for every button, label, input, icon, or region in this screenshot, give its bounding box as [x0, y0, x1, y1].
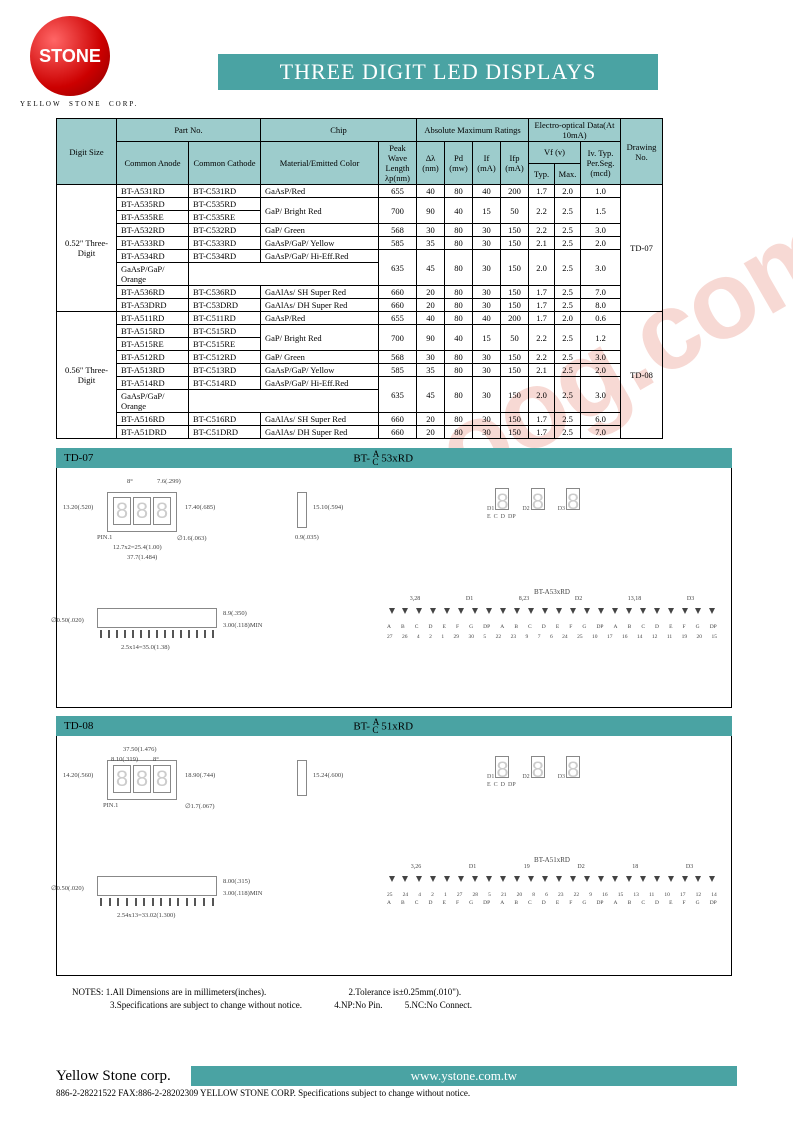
th-drawing: Drawing No. [621, 119, 663, 185]
th-ifp: Ifp (mA) [501, 142, 529, 185]
footer-line2: 886-2-28221522 FAX:886-2-28202309 YELLOW… [56, 1088, 737, 1098]
th-material: Material/Emitted Color [261, 142, 379, 185]
diagram-part: BT- AC 53xRD [353, 449, 413, 467]
table-row: BT-A534RDBT-C534RDGaAsP/GaP/ Hi-Eff.Red6… [57, 250, 663, 263]
company-logo: STONE YELLOW STONE CORP. [20, 8, 120, 108]
table-row: BT-A514RDBT-C514RDGaAsP/GaP/ Hi-Eff.Red6… [57, 377, 663, 390]
table-row: BT-A53DRDBT-C53DRDGaAlAs/ DH Super Red66… [57, 299, 663, 312]
th-vf: Vf (v) [529, 142, 581, 164]
th-if: If (mA) [473, 142, 501, 185]
th-typ: Typ. [529, 163, 555, 185]
table-row: 0.56" Three-DigitBT-A511RDBT-C511RDGaAsP… [57, 312, 663, 325]
table-row: BT-A532RDBT-C532RDGaP/ Green568308030150… [57, 224, 663, 237]
th-anode: Common Anode [117, 142, 189, 185]
th-eo: Electro-optical Data(At 10mA) [529, 119, 621, 142]
table-row: BT-A516RDBT-C516RDGaAlAs/ SH Super Red66… [57, 413, 663, 426]
table-row: BT-A536RDBT-C536RDGaAlAs/ SH Super Red66… [57, 286, 663, 299]
table-row: BT-A512RDBT-C512RDGaP/ Green568308030150… [57, 351, 663, 364]
th-max: Max. [555, 163, 581, 185]
table-row: BT-A535RDBT-C535RDGaP/ Bright Red7009040… [57, 198, 663, 211]
th-pd: Pd (mw) [445, 142, 473, 185]
logo-ring-text: YELLOW STONE CORP. [20, 100, 138, 108]
notes: NOTES: 1.All Dimensions are in millimete… [72, 986, 472, 1012]
th-part-no: Part No. [117, 119, 261, 142]
diagram-td08: TD-08 BT- AC 51xRD 37.50(1.476) 8.10(.31… [56, 716, 732, 976]
th-digit-size: Digit Size [57, 119, 117, 185]
diagram-id: TD-08 [64, 720, 93, 732]
diagram-body-td08: 37.50(1.476) 8.10(.319) 8° 14.20(.560) 1… [56, 736, 732, 976]
table-row: 0.52" Three-DigitBT-A531RDBT-C531RDGaAsP… [57, 185, 663, 198]
th-cathode: Common Cathode [189, 142, 261, 185]
table-row: BT-A533RDBT-C533RDGaAsP/GaP/ Yellow58535… [57, 237, 663, 250]
diagram-part: BT- AC 51xRD [353, 717, 413, 735]
spec-table: Digit Size Part No. Chip Absolute Maximu… [56, 118, 663, 439]
diagram-header-td07: TD-07 BT- AC 53xRD [56, 448, 732, 468]
diagram-body-td07: 7.6(.299) 8° 13.20(.520) 17.40(.685) PIN… [56, 468, 732, 708]
footer-url: www.ystone.com.tw [191, 1066, 737, 1086]
th-iv: Iv. Typ. Per.Seg. (mcd) [581, 142, 621, 185]
logo-circle: STONE [30, 16, 110, 96]
diagram-id: TD-07 [64, 452, 93, 464]
th-abs: Absolute Maximum Ratings [417, 119, 529, 142]
diagram-header-td08: TD-08 BT- AC 51xRD [56, 716, 732, 736]
th-peak: Peak Wave Length λp(nm) [379, 142, 417, 185]
page-title: THREE DIGIT LED DISPLAYS [218, 54, 658, 90]
th-dlambda: Δλ (nm) [417, 142, 445, 185]
page-footer: Yellow Stone corp. www.ystone.com.tw 886… [56, 1066, 737, 1098]
th-chip: Chip [261, 119, 417, 142]
diagram-td07: TD-07 BT- AC 53xRD 7.6(.299) 8° 13.20(.5… [56, 448, 732, 708]
table-row: BT-A51DRDBT-C51DRDGaAlAs/ DH Super Red66… [57, 426, 663, 439]
table-row: BT-A515RDBT-C515RDGaP/ Bright Red7009040… [57, 325, 663, 338]
table-row: BT-A513RDBT-C513RDGaAsP/GaP/ Yellow58535… [57, 364, 663, 377]
footer-company: Yellow Stone corp. [56, 1068, 191, 1085]
